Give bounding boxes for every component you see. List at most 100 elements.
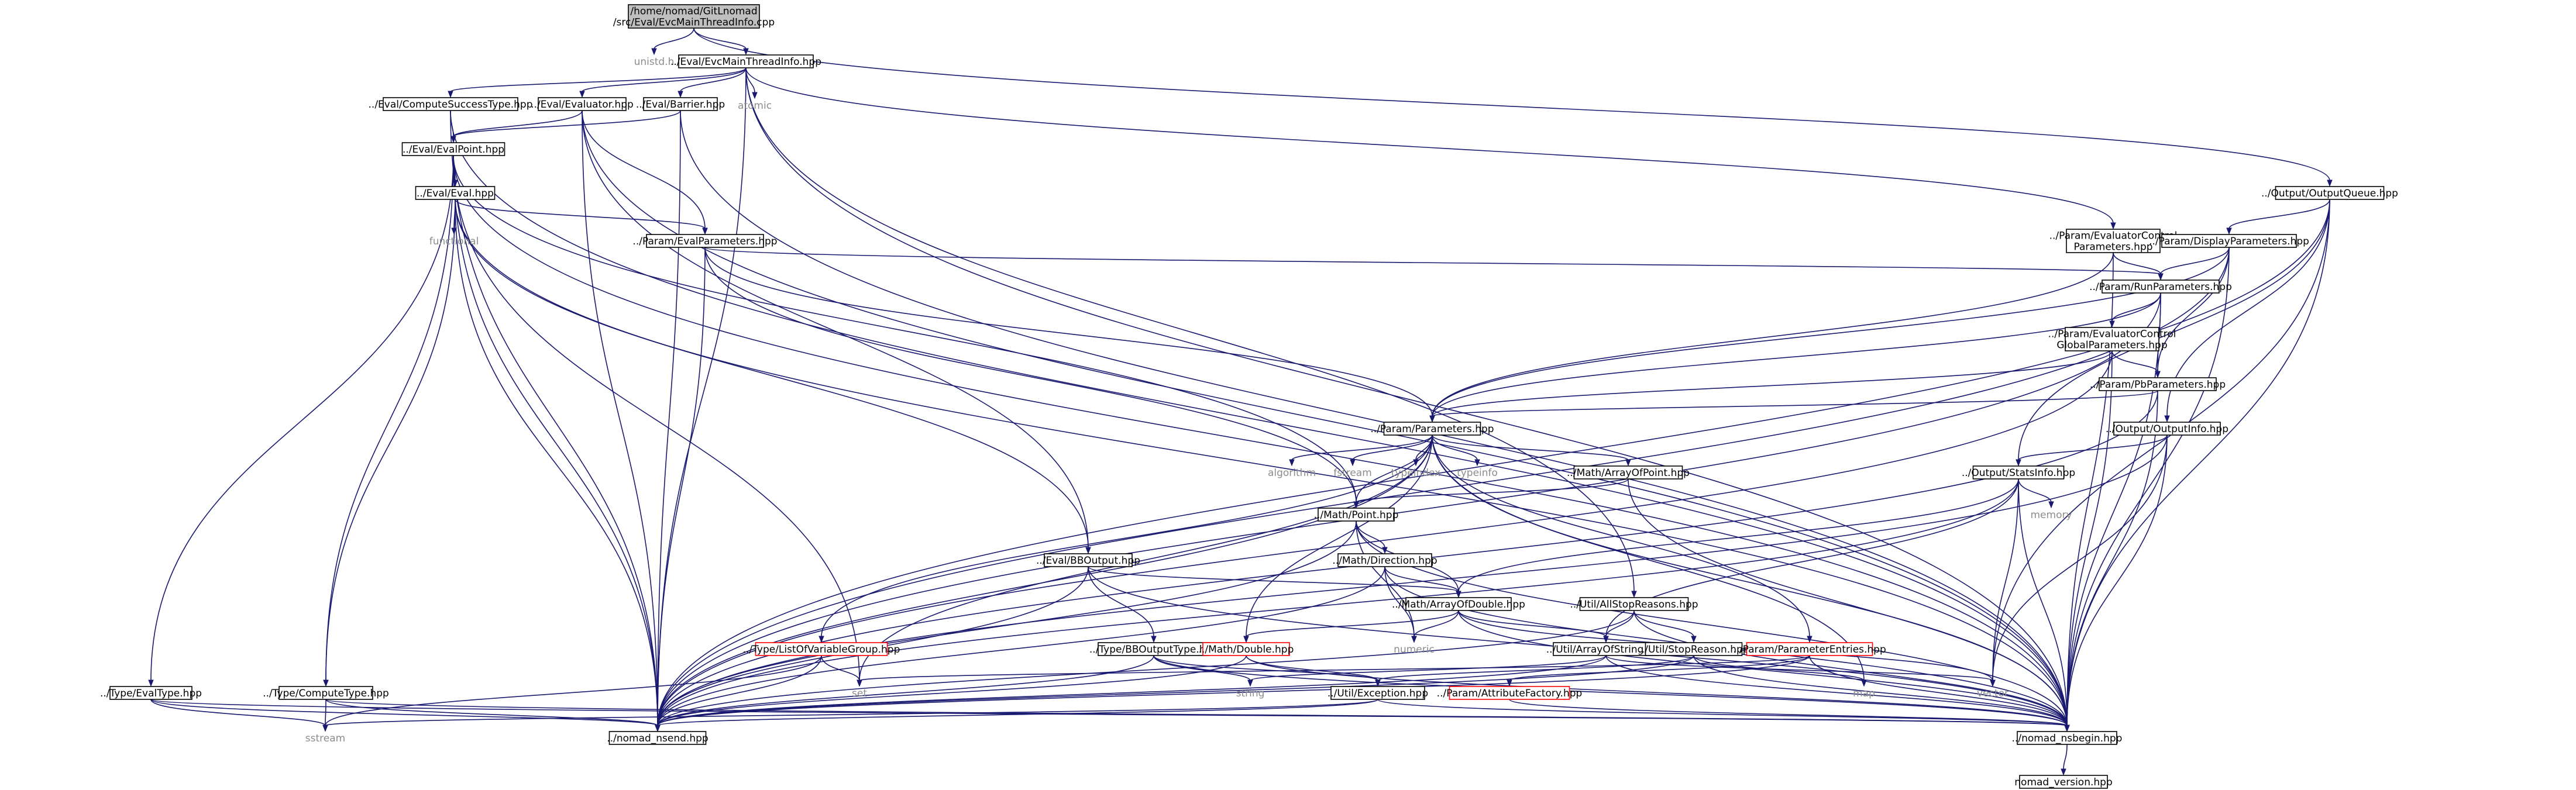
node-label: atomic	[738, 100, 772, 112]
node-math-double-hpp[interactable]: ../Math/Double.hpp	[1199, 642, 1294, 656]
node-box	[2066, 229, 2161, 253]
node-label: ../Output/StatsInfo.hpp	[1962, 467, 2075, 479]
node-memory: memory	[2030, 509, 2072, 521]
edge-arrayofstring-to-string	[1247, 655, 1607, 687]
node-param-parameters-hpp[interactable]: ../Param/Parameters.hpp	[1370, 422, 1494, 436]
edge-runparams-to-nomadend	[655, 292, 2161, 732]
edge-nomadbegin-to-nomadversion	[2061, 744, 2068, 776]
node-eval-bboutput-hpp[interactable]: ../Eval/BBOutput.hpp	[1036, 553, 1140, 567]
node-functional: functional	[429, 236, 479, 247]
node-box	[1044, 553, 1133, 567]
node-home-nomad-gitlnomad-src-eval-evcmainthreadinfo-cpp[interactable]: /home/nomad/GitLnomad/src/Eval/EvcMainTh…	[613, 4, 775, 29]
node-math-arrayofdouble-hpp[interactable]: ../Math/ArrayOfDouble.hpp	[1392, 597, 1525, 611]
edge-parameters-to-typeinfo	[1432, 434, 1480, 467]
edge-listofvargroup-to-nomadend	[655, 655, 822, 732]
node-label: ../Param/Parameters.hpp	[1370, 423, 1494, 435]
node-type-evaltype-hpp[interactable]: ../Type/EvalType.hpp	[100, 686, 202, 700]
node-util-stopreason-hpp[interactable]: ../Util/StopReason.hpp	[1638, 642, 1749, 656]
node-box	[1579, 597, 1689, 611]
node-param-evaluatorcontrol-globalparameters-hpp[interactable]: ../Param/EvaluatorControlGlobalParameter…	[2048, 327, 2176, 351]
edge-exception-to-sstream	[322, 699, 1378, 732]
edge-allstopreasons-to-arrayofstring	[1603, 610, 1635, 643]
node-label: ../Math/Double.hpp	[1199, 644, 1294, 656]
node-box	[538, 97, 627, 111]
node-param-displayparameters-hpp[interactable]: ../Param/DisplayParameters.hpp	[2149, 234, 2309, 248]
node-box	[755, 642, 888, 656]
edge-bboutput-to-arrayofdouble	[1088, 566, 1461, 598]
node-eval-eval-hpp[interactable]: ../Eval/Eval.hpp	[415, 186, 496, 200]
node-label: nomad_version.hpp	[2014, 777, 2112, 788]
node-type-bboutputtype-hpp[interactable]: ../Type/BBOutputType.hpp	[1089, 642, 1218, 656]
node-box	[1202, 642, 1290, 656]
edge-parameters-to-listofvargroup	[818, 434, 1433, 643]
node-box	[1405, 597, 1512, 611]
node-math-direction-hpp[interactable]: ../Math/Direction.hpp	[1332, 553, 1437, 567]
node-box	[1573, 465, 1683, 479]
node-box	[678, 54, 814, 68]
node-eval-evalpoint-hpp[interactable]: ../Eval/EvalPoint.hpp	[401, 142, 505, 156]
node-param-pbparameters-hpp[interactable]: ../Param/PbParameters.hpp	[2090, 377, 2226, 391]
edge-arrayofdouble-to-numeric	[1411, 610, 1459, 643]
node-param-evalparameters-hpp[interactable]: ../Param/EvalParameters.hpp	[632, 234, 778, 248]
edge-evcmain-to-nomadbegin	[745, 67, 2070, 732]
node-box	[2113, 422, 2221, 436]
node-label: unistd.h	[634, 56, 675, 68]
node-label: sstream	[305, 733, 345, 744]
node-output-statsinfo-hpp[interactable]: ../Output/StatsInfo.hpp	[1962, 465, 2075, 479]
node-eval-evcmainthreadinfo-hpp[interactable]: ../Eval/EvcMainThreadInfo.hpp	[670, 54, 821, 68]
node-label: ../Util/AllStopReasons.hpp	[1570, 599, 1698, 610]
edge-evcmain-to-nomadend	[655, 67, 747, 732]
node-label: ../Math/Point.hpp	[1314, 509, 1399, 521]
node-typeinfo: typeinfo	[1457, 467, 1498, 479]
edge-root-to-unistd	[651, 27, 694, 56]
node-label: ../Param/EvaluatorControl	[2048, 329, 2176, 340]
node-label: typeinfo	[1457, 467, 1498, 479]
node-label: ../Param/PbParameters.hpp	[2090, 379, 2226, 391]
node-box	[383, 97, 518, 111]
edge-computesuccess-to-nomadend	[450, 110, 661, 732]
node-eval-evaluator-hpp[interactable]: ../Eval/Evaluator.hpp	[531, 97, 634, 111]
edge-evalparams-to-parameters	[704, 247, 1435, 423]
node-eval-computesuccesstype-hpp[interactable]: ../Eval/ComputeSuccessType.hpp	[369, 97, 533, 111]
edge-outputinfo-to-statsinfo	[2016, 434, 2168, 467]
edge-barrier-to-evalpoint	[450, 110, 681, 143]
node-set: set	[852, 688, 867, 699]
node-util-exception-hpp[interactable]: ../Util/Exception.hpp	[1327, 686, 1428, 700]
node-label: ../Util/Exception.hpp	[1327, 688, 1428, 699]
edge-outputqueue-to-displayparams	[2226, 199, 2330, 235]
edge-allstopreasons-to-nomadend	[655, 610, 1635, 732]
node-nomad-version-hpp[interactable]: nomad_version.hpp	[2014, 775, 2113, 789]
node-label: ../Param/RunParameters.hpp	[2089, 281, 2232, 293]
node-box	[646, 234, 764, 248]
node-output-outputqueue-hpp[interactable]: ../Output/OutputQueue.hpp	[2261, 186, 2398, 200]
edge-evcmain-to-allstopreasons	[745, 67, 1637, 598]
node-output-outputinfo-hpp[interactable]: ../Output/OutputInfo.hpp	[2106, 422, 2228, 436]
edge-evaluator-to-nomadbegin	[582, 110, 2070, 732]
node-label: fstream	[1333, 467, 1372, 479]
node-box	[2161, 234, 2297, 248]
node-eval-barrier-hpp[interactable]: ../Eval/Barrier.hpp	[636, 97, 725, 111]
node-param-runparameters-hpp[interactable]: ../Param/RunParameters.hpp	[2089, 280, 2232, 294]
node-param-parameterentries-hpp[interactable]: ../Param/ParameterEntries.hpp	[1733, 642, 1886, 656]
node-type-listofvariablegroup-hpp[interactable]: ../Type/ListOfVariableGroup.hpp	[743, 642, 900, 656]
node-layer: /home/nomad/GitLnomad/src/Eval/EvcMainTh…	[100, 4, 2398, 789]
edge-parameters-to-arrayofpoint	[1432, 434, 1631, 467]
node-math-arrayofpoint-hpp[interactable]: ../Math/ArrayOfPoint.hpp	[1567, 465, 1690, 479]
node-util-allstopreasons-hpp[interactable]: ../Util/AllStopReasons.hpp	[1570, 597, 1698, 611]
node-type-computetype-hpp[interactable]: ../Type/ComputeType.hpp	[263, 686, 389, 700]
node-fstream: fstream	[1333, 467, 1372, 479]
node-param-attributefactory-hpp[interactable]: ../Param/AttributeFactory.hpp	[1437, 686, 1583, 700]
node-math-point-hpp[interactable]: ../Math/Point.hpp	[1314, 508, 1399, 522]
node-label: ../Math/ArrayOfDouble.hpp	[1392, 599, 1525, 610]
edge-evaltype-to-sstream	[150, 699, 328, 732]
node-nomad-nsbegin-hpp[interactable]: ../nomad_nsbegin.hpp	[2012, 731, 2123, 745]
edge-eval-to-evalparams	[455, 199, 708, 235]
node-nomad-nsend-hpp[interactable]: ../nomad_nsend.hpp	[607, 731, 709, 745]
node-util-arrayofstring-hpp[interactable]: ../Util/ArrayOfString.hpp	[1546, 642, 1666, 656]
node-label: ../Eval/Evaluator.hpp	[531, 99, 634, 111]
node-label: functional	[429, 236, 479, 247]
edge-root-to-evcmain	[693, 27, 749, 56]
edge-parameters-to-algorithm	[1289, 434, 1433, 467]
node-atomic: atomic	[738, 100, 772, 112]
